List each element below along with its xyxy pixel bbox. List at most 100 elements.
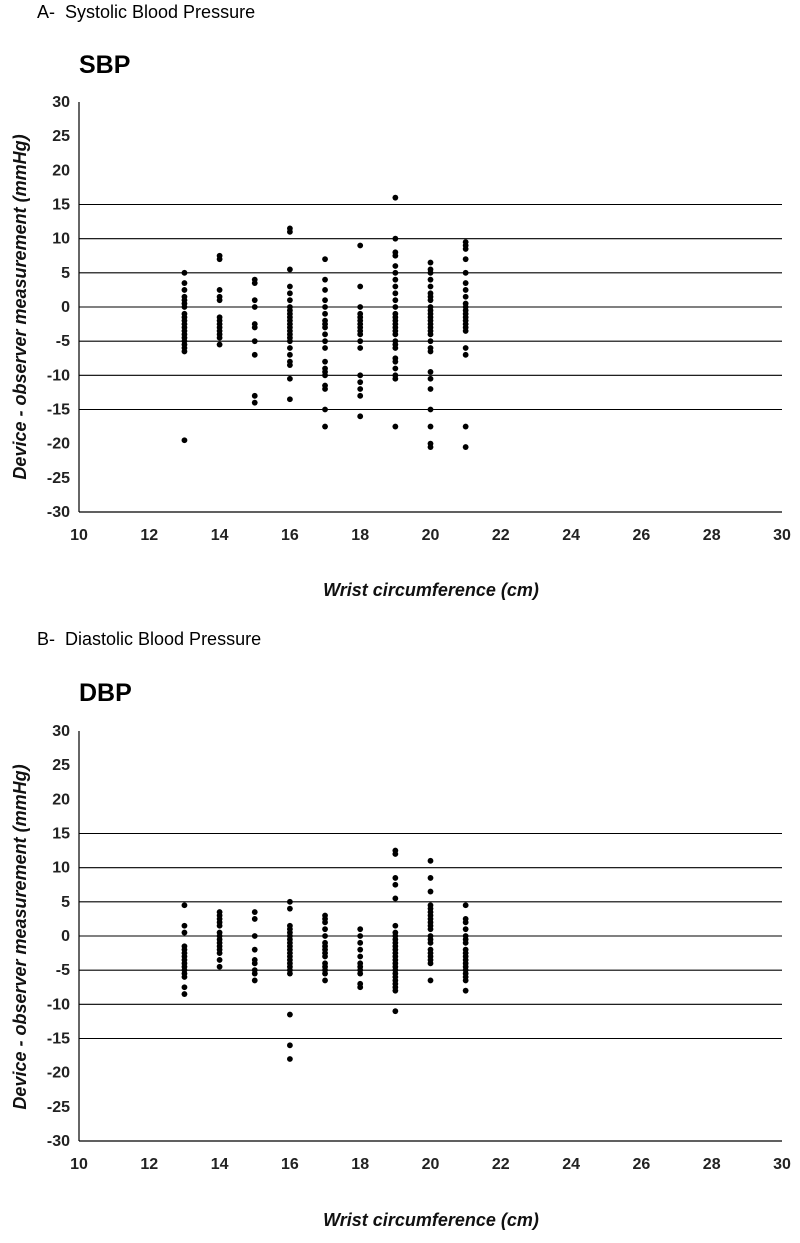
data-point <box>216 950 223 956</box>
data-point <box>216 334 223 341</box>
data-point <box>181 280 188 286</box>
data-point <box>392 263 399 269</box>
data-point <box>322 276 328 283</box>
data-point <box>462 269 469 276</box>
y-tick-label: -5 <box>56 962 70 979</box>
data-point <box>251 399 258 406</box>
data-point <box>287 898 293 905</box>
data-point <box>392 875 399 881</box>
panel-b-name: Diastolic Blood Pressure <box>65 629 262 649</box>
y-tick-label: 0 <box>61 299 70 316</box>
data-point <box>427 406 434 413</box>
data-point <box>181 902 188 909</box>
data-point <box>287 266 293 273</box>
data-point <box>322 423 328 430</box>
x-tick-label: 30 <box>773 527 791 544</box>
data-point <box>392 331 399 338</box>
data-point <box>357 984 364 991</box>
data-point <box>322 310 328 317</box>
y-tick-label: 10 <box>52 860 70 877</box>
data-point <box>251 351 258 358</box>
data-point <box>392 895 399 902</box>
data-point <box>392 358 399 365</box>
data-point <box>427 283 434 290</box>
data-point <box>287 351 293 358</box>
data-point <box>462 987 469 994</box>
data-point <box>322 372 328 379</box>
data-point <box>462 280 469 286</box>
y-tick-label: -15 <box>47 402 70 419</box>
data-point <box>427 875 434 881</box>
data-point <box>392 269 399 276</box>
y-tick-label: -20 <box>47 436 70 453</box>
data-point <box>392 345 399 351</box>
y-tick-label: -10 <box>47 367 70 384</box>
y-tick-label: 15 <box>52 197 70 214</box>
data-point <box>251 916 258 922</box>
panel-b-letter: B- <box>37 629 55 649</box>
data-point <box>322 970 328 977</box>
x-tick-label: 22 <box>492 527 510 544</box>
data-point <box>392 283 399 290</box>
data-point <box>287 905 293 912</box>
data-point <box>427 269 434 276</box>
y-tick-label: 20 <box>52 791 70 808</box>
data-point <box>427 375 434 382</box>
data-point <box>287 970 293 977</box>
data-point <box>287 297 293 304</box>
y-tick-label: -30 <box>47 1133 70 1150</box>
x-tick-label: 26 <box>633 527 651 544</box>
data-point <box>216 341 223 348</box>
x-tick-label: 12 <box>140 1156 158 1173</box>
data-point <box>427 939 434 946</box>
x-tick-label: 14 <box>211 527 229 544</box>
data-point <box>427 857 434 864</box>
panel-a-name: Systolic Blood Pressure <box>65 2 256 22</box>
data-point <box>462 423 469 430</box>
x-tick-label: 24 <box>562 1156 580 1173</box>
y-tick-labels: 30 25 20 15 10 5 0 -5 -10 -15 -20 -25 -30 <box>47 723 70 1150</box>
panel-b-heading: B- Diastolic Blood Pressure <box>37 629 261 650</box>
data-point <box>181 991 188 997</box>
data-point <box>287 396 293 403</box>
data-point <box>427 338 434 345</box>
data-point <box>392 276 399 283</box>
data-point <box>357 331 364 338</box>
panel-a-letter: A- <box>37 2 55 22</box>
data-point <box>181 269 188 276</box>
data-point <box>287 375 293 382</box>
data-point <box>427 423 434 430</box>
data-point <box>216 297 223 304</box>
data-point <box>357 953 364 960</box>
y-tick-label: 25 <box>52 757 70 774</box>
data-point <box>322 977 328 984</box>
data-point <box>427 444 434 450</box>
x-tick-label: 10 <box>70 1156 88 1173</box>
x-tick-label: 18 <box>351 527 369 544</box>
y-tick-label: 5 <box>61 894 70 911</box>
data-point <box>357 379 364 386</box>
panel-a-heading: A- Systolic Blood Pressure <box>37 2 255 23</box>
data-point <box>287 345 293 351</box>
y-tick-label: -30 <box>47 504 70 521</box>
x-tick-label: 20 <box>422 1156 440 1173</box>
data-point <box>392 194 399 201</box>
x-tick-label: 22 <box>492 1156 510 1173</box>
data-point <box>357 939 364 946</box>
data-point <box>357 970 364 977</box>
data-point <box>462 287 469 293</box>
data-point <box>251 338 258 345</box>
y-tick-label: 5 <box>61 265 70 282</box>
data-point <box>357 386 364 392</box>
data-point <box>287 283 293 290</box>
data-point <box>181 984 188 991</box>
data-point <box>181 348 188 355</box>
data-point <box>357 946 364 953</box>
data-point <box>322 345 328 351</box>
data-point <box>392 423 399 430</box>
chart-title: SBP <box>79 51 130 79</box>
data-point <box>357 926 364 933</box>
data-point <box>462 293 469 300</box>
x-tick-label: 18 <box>351 1156 369 1173</box>
